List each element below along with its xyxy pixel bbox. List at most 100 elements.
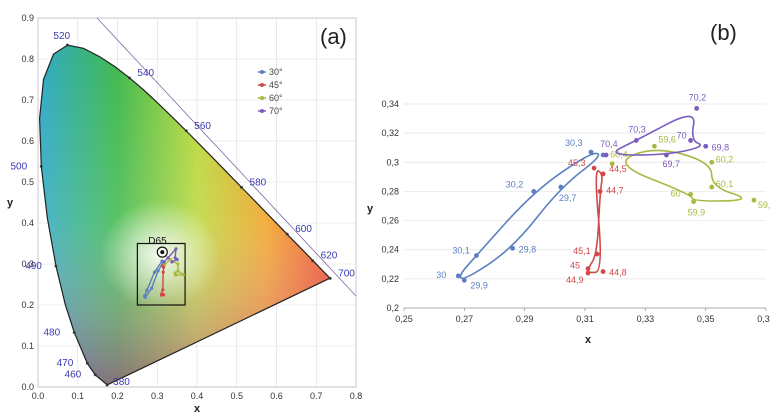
wavelength-label: 520 <box>53 31 70 42</box>
wavelength-label: 540 <box>137 68 154 79</box>
panel-a: 520540560580600620700500490480470460380 … <box>7 13 362 414</box>
y-tick-label: 0,34 <box>381 99 399 109</box>
wavelength-tick <box>54 264 58 268</box>
legend-marker <box>260 83 264 87</box>
x-tick-label: 0.2 <box>111 391 124 401</box>
panel-a-ylabel: y <box>7 197 14 209</box>
y-tick-label: 0.1 <box>21 341 34 351</box>
mini-series-point <box>150 286 154 290</box>
y-tick-label: 0,32 <box>381 128 399 138</box>
x-tick-label: 0,25 <box>395 314 413 324</box>
wavelength-label: 480 <box>43 327 60 338</box>
series-group: 60,4 59,6 60,2 60,1 59,8 59,9 60 <box>609 134 770 218</box>
wavelength-label: 470 <box>57 358 74 369</box>
panel-b: 0,2 0,22 0,24 0,26 0,28 0,3 0,32 0,34 0,25 0,27 0,… <box>367 20 770 346</box>
wavelength-label: 560 <box>194 121 211 132</box>
data-point <box>688 138 693 143</box>
data-point <box>603 152 609 158</box>
point-label: 60,1 <box>716 179 734 189</box>
series-group: 30 30,1 30,2 30,3 29,7 29,8 29,9 <box>436 138 606 290</box>
y-tick-label: 0,26 <box>381 216 399 226</box>
wavelength-label: 490 <box>25 261 42 272</box>
mini-series-point <box>170 260 174 264</box>
diagonal-line <box>96 17 357 297</box>
mini-series-point <box>174 247 178 251</box>
point-label: 70,4 <box>600 139 618 149</box>
panel-a-label: (a) <box>320 24 347 49</box>
point-label: 44,9 <box>566 275 584 285</box>
wavelength-tick <box>184 129 188 133</box>
wavelength-label: 700 <box>338 268 355 279</box>
point-label: 70,3 <box>628 124 646 134</box>
wavelength-tick <box>285 232 289 236</box>
x-tick-label: 0,37 <box>757 314 770 324</box>
x-tick-label: 0.0 <box>32 391 45 401</box>
y-tick-label: 0.0 <box>21 382 34 392</box>
wavelength-tick <box>93 373 97 377</box>
wavelength-label: 460 <box>65 370 82 381</box>
y-tick-label: 0.7 <box>21 95 34 105</box>
legend-marker <box>260 96 264 100</box>
y-tick-label: 0,24 <box>381 245 399 255</box>
series-group: 70,4 70,3 70,2 70 69,8 69,7 <box>600 92 729 169</box>
y-tick-label: 0.3 <box>21 259 34 269</box>
mini-series-point <box>168 257 172 262</box>
x-tick-label: 0.8 <box>350 391 363 401</box>
wavelength-tick <box>128 76 131 80</box>
wavelength-tick <box>240 185 243 189</box>
wavelength-tick <box>72 331 76 334</box>
mini-series-point <box>161 288 165 292</box>
point-label: 44,5 <box>609 164 627 174</box>
point-label: 59,8 <box>758 200 770 210</box>
data-point <box>588 149 594 155</box>
point-label: 60,4 <box>610 150 628 160</box>
point-label: 69,8 <box>712 142 730 152</box>
data-point <box>691 199 696 205</box>
wavelength-label: 620 <box>321 251 338 262</box>
point-label: 29,9 <box>470 280 488 290</box>
mini-series-point <box>161 270 165 274</box>
panel-b-ticks: 0,2 0,22 0,24 0,26 0,28 0,3 0,32 0,34 0,25 0,27 0,… <box>381 99 770 324</box>
point-label: 70,2 <box>689 92 707 102</box>
data-point <box>594 251 600 257</box>
x-tick-label: 0.5 <box>230 391 243 401</box>
panel-a-mini-data <box>142 246 186 299</box>
point-label: 30,3 <box>565 138 583 148</box>
mini-series-point <box>143 295 147 299</box>
wavelength-label: 580 <box>250 177 267 188</box>
mini-series-point <box>162 260 166 264</box>
mini-series-point <box>162 265 166 269</box>
x-tick-label: 0.7 <box>310 391 323 401</box>
legend-label: 60° <box>269 93 283 103</box>
point-label: 59,9 <box>688 208 706 218</box>
point-label: 69,7 <box>662 159 680 169</box>
y-tick-label: 0,3 <box>386 157 399 167</box>
wavelength-tick <box>85 361 89 365</box>
wavelength-tick <box>311 259 315 263</box>
x-tick-label: 0,29 <box>516 314 534 324</box>
y-tick-label: 0.5 <box>21 177 34 187</box>
legend-label: 70° <box>269 106 283 116</box>
point-label: 45,1 <box>573 246 591 256</box>
y-tick-label: 0.2 <box>21 300 34 310</box>
panel-a-legend: 30° 45° 60° 70° <box>258 67 283 116</box>
y-tick-label: 0.4 <box>21 218 34 228</box>
legend-marker <box>260 70 264 74</box>
panel-b-label: (b) <box>710 20 737 45</box>
series-line <box>587 170 603 274</box>
mini-series-point <box>166 256 170 260</box>
data-point <box>474 253 479 258</box>
panel-b-ylabel: y <box>367 203 374 215</box>
data-point <box>651 143 657 149</box>
x-tick-label: 0,31 <box>576 314 594 324</box>
legend-label: 30° <box>269 67 283 77</box>
y-tick-label: 0.6 <box>21 136 34 146</box>
data-point <box>455 273 461 279</box>
wavelength-tick <box>66 43 69 47</box>
series-line <box>615 115 701 156</box>
data-point <box>688 191 693 197</box>
point-label: 30,1 <box>452 246 470 256</box>
data-point <box>597 189 603 194</box>
